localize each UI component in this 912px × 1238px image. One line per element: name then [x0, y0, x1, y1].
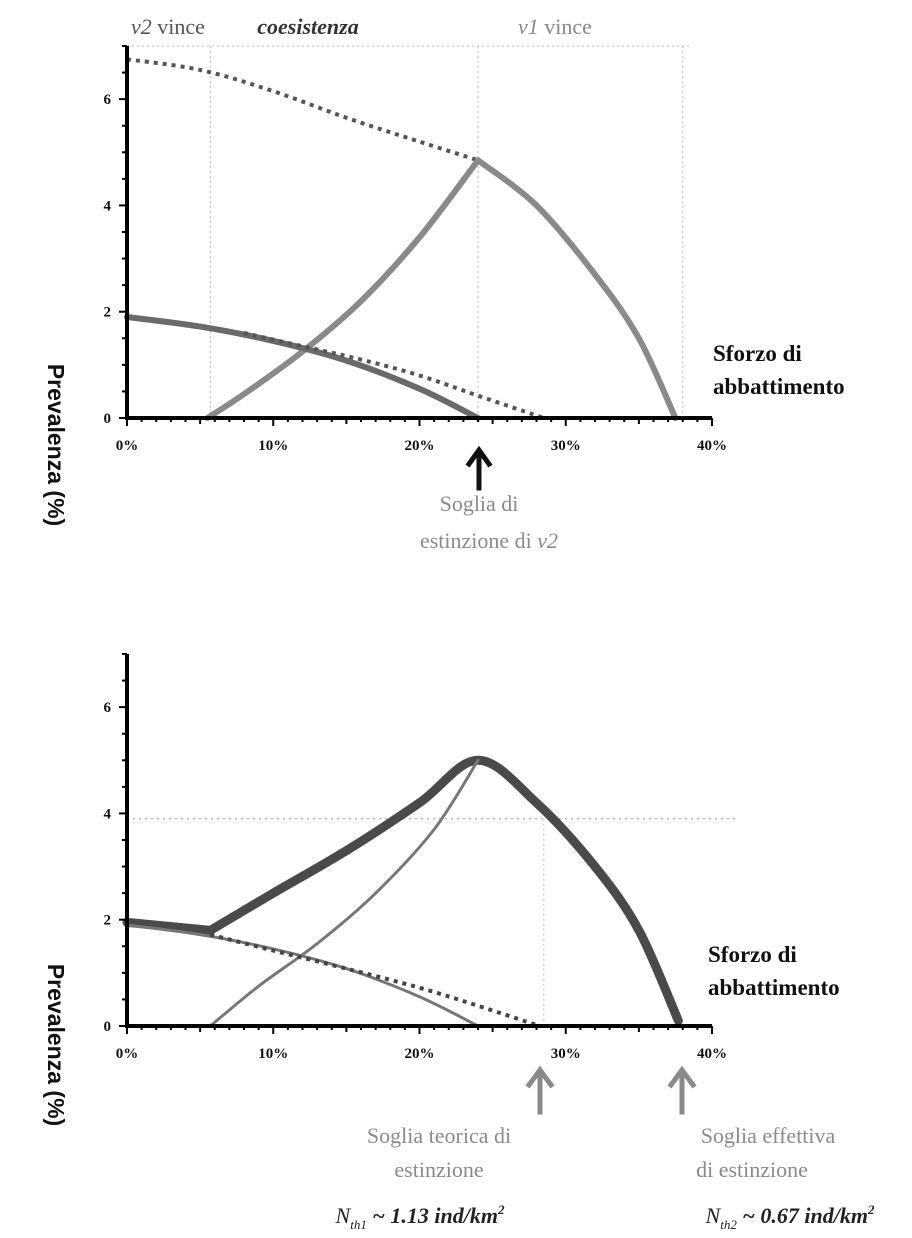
- series-line-3: [208, 758, 480, 1028]
- annotation-line-2: di estinzione: [696, 1157, 808, 1182]
- annotation-line-1: Soglia teorica di: [367, 1123, 511, 1148]
- series-line-2: [205, 755, 683, 1026]
- y-tick-label: 0: [104, 411, 112, 427]
- series: [122, 755, 683, 1028]
- region-v2-wins: v2 vince: [131, 14, 205, 39]
- y-axis-title: Prevalenza (%): [43, 364, 69, 526]
- x-tick-label: 0%: [116, 1046, 139, 1062]
- y-tick-label: 2: [104, 913, 112, 929]
- formula-superscript: 2: [497, 1202, 505, 1217]
- formula-symbol: N: [705, 1203, 722, 1228]
- series-line-5: [243, 331, 545, 420]
- x-axis-title-line1: Sforzo di: [713, 341, 802, 366]
- x-axis-title-line2: abbattimento: [708, 975, 840, 1000]
- region-labels: v2 vince coesistenza v1 vince: [131, 14, 592, 39]
- annotation-line-2: estinzione di v2: [420, 528, 558, 553]
- y-tick-label: 0: [104, 1019, 112, 1035]
- x-tick-label: 40%: [697, 438, 727, 454]
- series-line-1: [126, 57, 479, 163]
- series-line-5: [209, 932, 541, 1028]
- panel-bottom: 0 2 4 6 0% 10% 20% 30% 40% Sforzo di abbattiment…: [43, 653, 875, 1232]
- region-v2-suffix: vince: [152, 14, 205, 39]
- annotation-line-1: Soglia effettiva: [701, 1123, 836, 1148]
- region-v1-suffix: vince: [539, 14, 592, 39]
- formula-superscript: 2: [867, 1202, 875, 1217]
- arrow-up-icon: [667, 1065, 697, 1115]
- annotation-line-1: Soglia di: [440, 491, 519, 516]
- arrow-up-icon: [525, 1065, 555, 1115]
- y-tick-label: 6: [104, 92, 112, 108]
- annotation-theoretical-threshold: Soglia teorica di estinzione Nth1 ~ 1.13…: [335, 1065, 555, 1232]
- axes: 0 2 4 6 0% 10% 20% 30% 40%: [104, 45, 727, 454]
- x-tick-label: 20%: [405, 438, 435, 454]
- annotation-line-2: estinzione: [394, 1157, 483, 1182]
- region-coexistence: coesistenza: [257, 14, 358, 39]
- series-line-3: [475, 157, 679, 421]
- formula-subscript: th2: [720, 1217, 737, 1232]
- x-tick-label: 0%: [116, 438, 139, 454]
- formula-symbol: N: [335, 1203, 352, 1228]
- region-v1-prefix: v1: [518, 14, 539, 39]
- annotation-effective-threshold: Soglia effettiva di estinzione Nth2 ~ 0.…: [667, 1065, 875, 1232]
- axes: 0 2 4 6 0% 10% 20% 30% 40%: [104, 653, 727, 1062]
- y-tick-label: 2: [104, 305, 112, 321]
- x-tick-label: 30%: [551, 1046, 581, 1062]
- series-line-4: [124, 314, 481, 421]
- region-v2-prefix: v2: [131, 14, 152, 39]
- x-axis-title: Sforzo di abbattimento: [713, 341, 845, 399]
- formula-value: ~ 1.13 ind/km: [367, 1203, 498, 1228]
- region-guides: [127, 45, 691, 418]
- annotation-v2-threshold: Soglia di estinzione di v2: [420, 445, 558, 553]
- y-tick-label: 4: [104, 806, 112, 822]
- formula-value: ~ 0.67 ind/km: [737, 1203, 868, 1228]
- y-tick-label: 4: [104, 198, 112, 214]
- series-line-4: [125, 923, 480, 1028]
- annotation-line-2-prefix: estinzione di: [420, 528, 537, 553]
- x-tick-label: 40%: [697, 1046, 727, 1062]
- y-axis-title: Prevalenza (%): [43, 964, 69, 1126]
- x-axis-title-line2: abbattimento: [713, 374, 845, 399]
- annotation-line-2-suffix: v2: [537, 528, 558, 553]
- y-tick-label: 6: [104, 700, 112, 716]
- arrow-up-icon: [465, 445, 493, 491]
- panel-top: v2 vince coesistenza v1 vince 0 2 4 6 0% 10% 2…: [43, 14, 845, 553]
- x-tick-label: 10%: [258, 1046, 288, 1062]
- x-axis-title-line1: Sforzo di: [708, 942, 797, 967]
- series-line-2: [204, 157, 481, 421]
- threshold-formula-2: Nth2 ~ 0.67 ind/km2: [705, 1202, 875, 1232]
- series: [124, 57, 679, 421]
- x-tick-label: 20%: [405, 1046, 435, 1062]
- threshold-formula-1: Nth1 ~ 1.13 ind/km2: [335, 1202, 505, 1232]
- x-axis-title: Sforzo di abbattimento: [708, 942, 840, 1000]
- formula-subscript: th1: [350, 1217, 367, 1232]
- region-v1-wins: v1 vince: [518, 14, 592, 39]
- x-tick-label: 30%: [551, 438, 581, 454]
- x-tick-label: 10%: [258, 438, 288, 454]
- series-line-1: [122, 917, 215, 935]
